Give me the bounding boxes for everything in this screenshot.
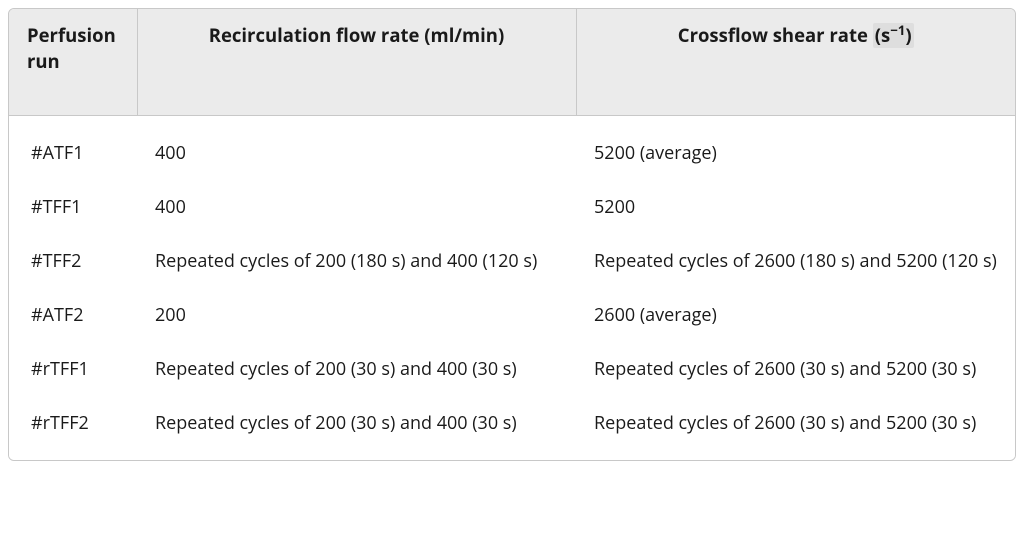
cell-shear: Repeated cycles of 2600 (30 s) and 5200 … — [576, 396, 1015, 460]
cell-flow: 400 — [137, 180, 576, 234]
cell-flow: 400 — [137, 115, 576, 180]
table-row: #rTFF1 Repeated cycles of 200 (30 s) and… — [9, 342, 1015, 396]
table-row: #rTFF2 Repeated cycles of 200 (30 s) and… — [9, 396, 1015, 460]
table-row: #ATF2 200 2600 (average) — [9, 288, 1015, 342]
cell-run: #TFF1 — [9, 180, 137, 234]
table-row: #TFF2 Repeated cycles of 200 (180 s) and… — [9, 234, 1015, 288]
cell-run: #rTFF1 — [9, 342, 137, 396]
col-header-flow: Recirculation flow rate (ml/min) — [137, 9, 576, 115]
table-row: #ATF1 400 5200 (average) — [9, 115, 1015, 180]
cell-flow: 200 — [137, 288, 576, 342]
col-header-shear: Crossflow shear rate (s−1) — [576, 9, 1015, 115]
cell-shear: Repeated cycles of 2600 (180 s) and 5200… — [576, 234, 1015, 288]
cell-run: #rTFF2 — [9, 396, 137, 460]
header-row: Perfusion run Recirculation flow rate (m… — [9, 9, 1015, 115]
col-header-run: Perfusion run — [9, 9, 137, 115]
cell-shear: 2600 (average) — [576, 288, 1015, 342]
table-header: Perfusion run Recirculation flow rate (m… — [9, 9, 1015, 115]
cell-flow: Repeated cycles of 200 (30 s) and 400 (3… — [137, 342, 576, 396]
cell-run: #ATF1 — [9, 115, 137, 180]
cell-run: #ATF2 — [9, 288, 137, 342]
table-row: #TFF1 400 5200 — [9, 180, 1015, 234]
cell-flow: Repeated cycles of 200 (180 s) and 400 (… — [137, 234, 576, 288]
perfusion-table-container: Perfusion run Recirculation flow rate (m… — [8, 8, 1016, 461]
perfusion-table: Perfusion run Recirculation flow rate (m… — [9, 9, 1015, 460]
cell-shear: 5200 — [576, 180, 1015, 234]
table-body: #ATF1 400 5200 (average) #TFF1 400 5200 … — [9, 115, 1015, 460]
cell-shear: Repeated cycles of 2600 (30 s) and 5200 … — [576, 342, 1015, 396]
cell-shear: 5200 (average) — [576, 115, 1015, 180]
cell-flow: Repeated cycles of 200 (30 s) and 400 (3… — [137, 396, 576, 460]
cell-run: #TFF2 — [9, 234, 137, 288]
